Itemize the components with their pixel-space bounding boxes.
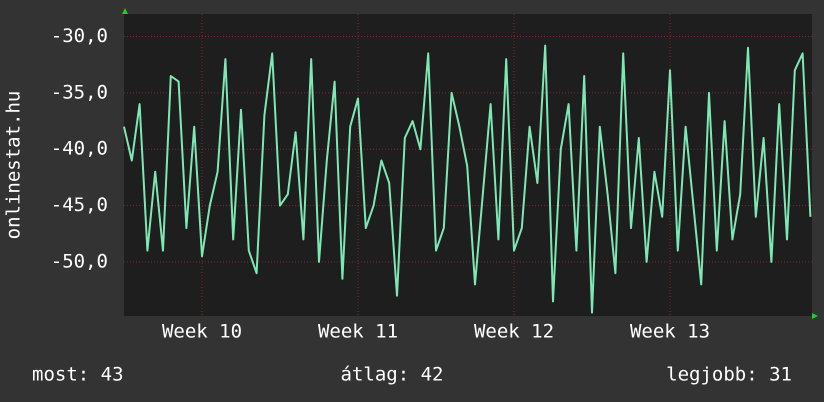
y-tick-label: -30,0 — [51, 25, 108, 47]
x-tick-label: Week 13 — [630, 321, 710, 343]
x-tick-label: Week 10 — [162, 321, 242, 343]
axis-arrow — [812, 313, 818, 319]
footer-stat: most: 43 — [32, 364, 124, 386]
x-tick-label: Week 12 — [474, 321, 554, 343]
y-tick-label: -35,0 — [51, 81, 108, 103]
data-line — [123, 44, 812, 314]
footer-stat: átlag: 42 — [341, 364, 444, 386]
x-tick-label: Week 11 — [318, 321, 398, 343]
y-tick-label: -50,0 — [51, 250, 108, 272]
y-tick-label: -45,0 — [51, 194, 108, 216]
y-axis-title: onlinestat.hu — [3, 91, 25, 240]
axis-arrow — [122, 8, 128, 14]
footer-stat: legjobb: 31 — [666, 364, 792, 386]
y-tick-label: -40,0 — [51, 138, 108, 160]
